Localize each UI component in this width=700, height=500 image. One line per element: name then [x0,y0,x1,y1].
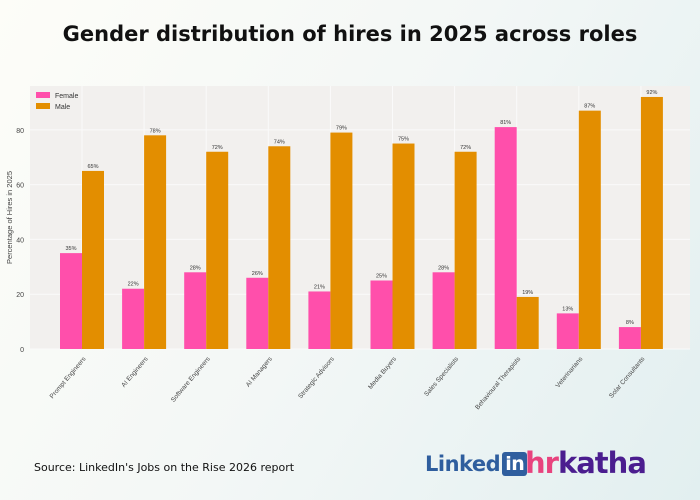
data-label: 28% [438,265,449,271]
data-label: 79% [336,126,347,132]
legend-label: Female [55,93,78,100]
legend-label: Male [55,104,70,111]
legend-swatch-male [36,103,50,109]
bar-female [432,272,455,349]
data-label: 28% [190,265,201,271]
bar-male [330,132,353,349]
data-label: 75% [398,137,409,143]
bar-female [370,280,393,349]
linkedin-logo: Linked in [425,452,528,476]
data-label: 72% [460,145,471,151]
bar-male [144,135,167,349]
data-label: 92% [646,90,657,96]
bar-female [494,127,517,349]
x-tick-label: Strategic Advisors [297,355,336,400]
data-label: 65% [87,164,98,170]
x-tick-label: Veterinarians [555,355,585,389]
data-label: 35% [65,246,76,252]
bar-female [184,272,207,349]
x-tick-label: Media Buyers [367,355,398,391]
chart-title: Gender distribution of hires in 2025 acr… [62,22,638,46]
bar-female [308,291,331,349]
bar-female [618,327,641,349]
data-label: 19% [522,290,533,296]
x-tick-label: Behavioural Therapists [474,355,523,411]
x-tick-label: Software Engineers [170,355,212,404]
y-tick-label: 80 [16,128,24,135]
bar-female [246,277,269,349]
y-tick-label: 60 [16,183,24,190]
bar-chart: 0 20 40 60 80 Percentage of Hires in 2025 35% 2… [5,86,690,411]
bar-female [60,253,82,349]
data-label: 78% [150,128,161,134]
data-label: 87% [584,104,595,110]
bar-male [268,146,291,349]
y-tick-label: 40 [16,237,24,244]
bar-female [556,313,579,349]
bar-male [640,96,663,349]
data-label: 72% [212,145,223,151]
x-tick-label: Prompt Engineers [49,355,88,400]
bar-male [516,296,539,349]
hrkatha-logo: hrkatha [525,446,647,480]
bar-male [392,143,415,349]
x-tick-label: AI Engineers [120,355,150,389]
legend-swatch-female [36,92,50,98]
x-tick-label: Solar Consultants [608,355,647,399]
bar-male [454,151,477,349]
data-label: 13% [562,306,573,312]
bar-male [82,170,104,349]
y-tick-label: 0 [20,347,24,354]
x-tick-label: AI Managers [245,355,275,388]
data-label: 74% [274,139,285,145]
data-label: 26% [252,271,263,277]
y-tick-label: 20 [16,292,24,299]
bar-male [578,110,601,349]
y-axis-label: Percentage of Hires in 2025 [5,171,14,264]
source-note: Source: LinkedIn's Jobs on the Rise 2026… [34,461,295,474]
bar-male [206,151,229,349]
data-label: 21% [314,284,325,290]
data-label: 81% [500,120,511,126]
data-label: 8% [626,320,634,326]
bar-female [122,288,145,349]
x-tick-label: Sales Specialists [423,355,460,398]
data-label: 25% [376,274,387,280]
data-label: 22% [128,282,139,288]
